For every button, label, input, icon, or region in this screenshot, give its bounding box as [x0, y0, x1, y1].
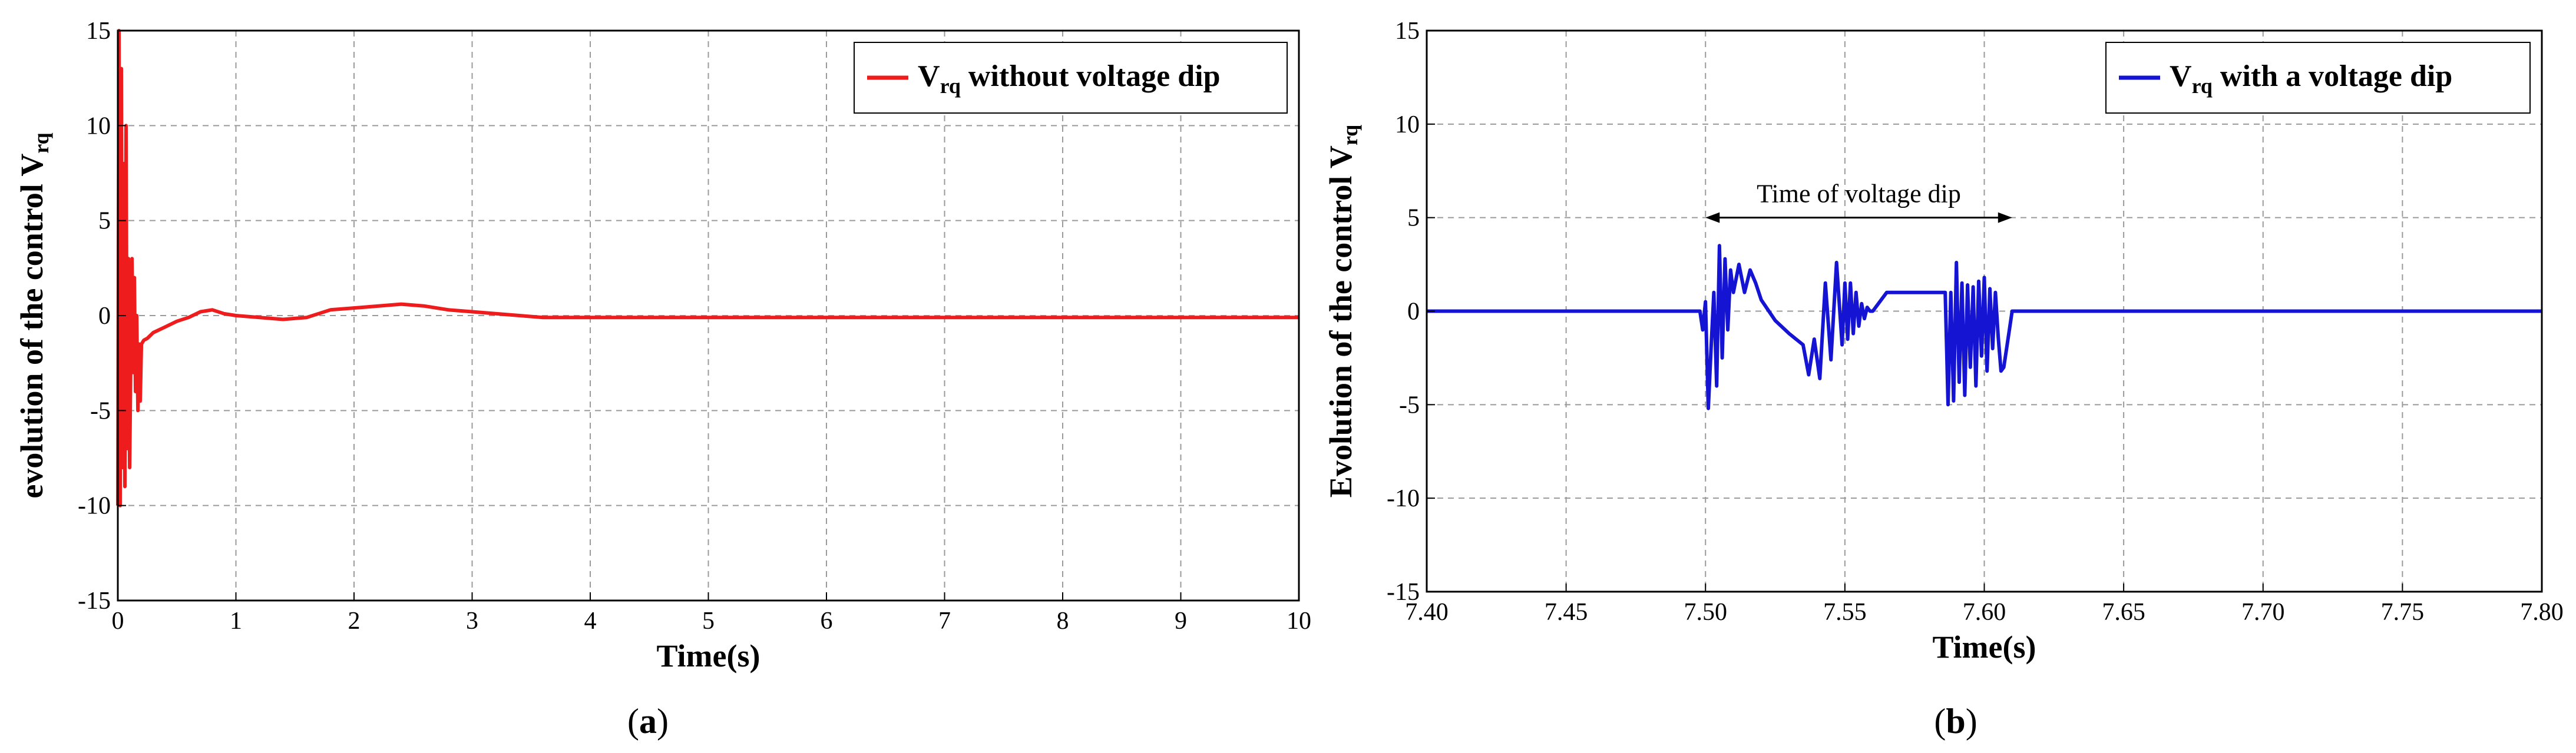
panel-caption: (b) [1934, 702, 1977, 741]
x-tick-label: 7.70 [2241, 599, 2285, 626]
y-axis-label-subscript: rq [1338, 125, 1362, 145]
legend-label: Vrq without voltage dip [918, 59, 1221, 98]
x-axis-label: Time(s) [1933, 629, 2036, 665]
annotation-arrowhead-right [1998, 212, 2012, 223]
y-axis-label-subscript: rq [29, 132, 53, 153]
legend: Vrq without voltage dip [854, 42, 1288, 114]
legend-label: Vrq with a voltage dip [2170, 59, 2452, 98]
panel-caption: (a) [627, 702, 669, 741]
y-tick-label: 5 [1407, 205, 1420, 232]
x-tick-labels: 7.40 7.45 7.50 7.55 7.60 7.65 7.70 7.75 7.80 [1405, 583, 2564, 626]
x-tick-label: 1 [230, 608, 242, 635]
chart-panel-b: 7.40 7.45 7.50 7.55 7.60 7.65 7.70 7.75 7.80 -15… [1323, 18, 2564, 741]
caption-open-paren: ( [1934, 702, 1946, 741]
y-tick-label: -5 [90, 397, 111, 424]
x-tick-label: 7.65 [2102, 599, 2145, 626]
x-tick-label: 7.40 [1405, 599, 1449, 626]
x-tick-label: 7.60 [1963, 599, 2006, 626]
x-tick-label: 5 [702, 608, 715, 635]
x-tick-label: 9 [1175, 608, 1187, 635]
x-tick-labels: 0 1 2 3 4 5 6 7 8 9 10 [112, 592, 1311, 635]
annotation-arrowhead-left [1705, 212, 1720, 223]
annotation-text: Time of voltage dip [1757, 180, 1961, 208]
y-tick-label: 10 [86, 112, 111, 140]
legend-label-suffix: with a voltage dip [2213, 59, 2452, 93]
y-tick-label: 15 [86, 18, 111, 45]
voltage-dip-annotation: Time of voltage dip [1705, 180, 2012, 223]
y-axis-label-main: evolution of the control V [14, 154, 49, 499]
caption-letter: a [639, 702, 657, 741]
caption-letter: b [1946, 702, 1965, 741]
legend-label-suffix: without voltage dip [961, 59, 1221, 93]
x-tick-label: 4 [584, 608, 597, 635]
y-tick-label: 15 [1395, 18, 1420, 45]
series-line [116, 29, 1299, 507]
y-tick-label: 0 [1407, 298, 1420, 326]
y-tick-label: 0 [98, 303, 111, 330]
legend-label-subscript: rq [940, 74, 961, 98]
y-axis-label-main: Evolution of the control V [1323, 145, 1358, 497]
x-tick-label: 7.50 [1684, 599, 1728, 626]
x-tick-label: 7.55 [1823, 599, 1867, 626]
x-tick-label: 7 [938, 608, 951, 635]
legend-label-main: V [2170, 59, 2192, 93]
y-tick-label: -10 [78, 493, 111, 520]
x-tick-label: 6 [821, 608, 833, 635]
y-tick-label: 5 [98, 208, 111, 235]
y-tick-labels: -15 -10 -5 0 5 10 15 [78, 18, 126, 615]
legend-box [854, 42, 1288, 114]
x-tick-label: 7.45 [1545, 599, 1588, 626]
x-tick-label: 2 [348, 608, 361, 635]
y-tick-label: -5 [1399, 392, 1420, 419]
series-group [116, 29, 1299, 507]
x-tick-label: 0 [112, 608, 124, 635]
y-tick-label: -15 [1387, 579, 1420, 606]
y-tick-label: 10 [1395, 111, 1420, 138]
x-tick-label: 7.80 [2520, 599, 2564, 626]
caption-close-paren: ) [657, 702, 669, 741]
x-tick-label: 10 [1287, 608, 1311, 635]
y-tick-label: -15 [78, 588, 111, 615]
series-line [1427, 244, 2542, 410]
legend: Vrq with a voltage dip [2105, 42, 2531, 114]
series-group [1427, 244, 2542, 410]
x-axis-label: Time(s) [657, 638, 760, 674]
y-axis-label: evolution of the control Vrq [14, 132, 53, 498]
x-tick-label: 8 [1057, 608, 1069, 635]
y-tick-label: -10 [1387, 485, 1420, 512]
plot-frame-overlay [1426, 29, 2543, 593]
legend-label-subscript: rq [2192, 74, 2213, 98]
chart-panel-a: 0 1 2 3 4 5 6 7 8 9 10 -15 -10 -5 0 5 10 15 Time(s) evol… [14, 18, 1311, 741]
y-axis-label: Evolution of the control Vrq [1323, 125, 1362, 497]
legend-box [2105, 42, 2531, 114]
x-tick-label: 7.75 [2381, 599, 2425, 626]
caption-open-paren: ( [627, 702, 639, 741]
caption-close-paren: ) [1966, 702, 1978, 741]
x-tick-label: 3 [466, 608, 478, 635]
legend-label-main: V [918, 59, 940, 93]
